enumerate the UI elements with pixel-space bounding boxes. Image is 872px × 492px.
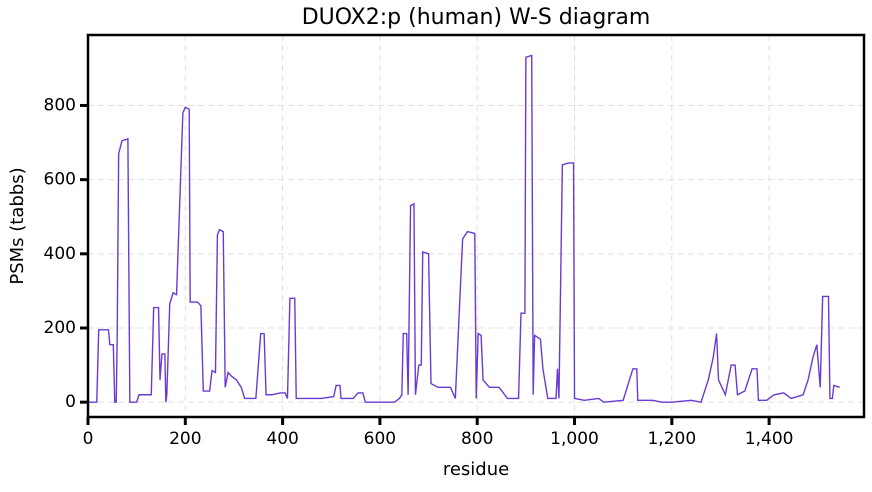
- x-tick-label: 0: [83, 429, 94, 449]
- grid: [87, 35, 864, 417]
- x-tick-label: 400: [266, 429, 298, 449]
- y-tick-label: 200: [44, 318, 76, 338]
- data-line: [88, 54, 840, 403]
- x-tick-label: 1,400: [745, 429, 794, 449]
- x-tick-label: 200: [169, 429, 201, 449]
- x-axis-label: residue: [443, 459, 509, 480]
- x-tick-label: 800: [461, 429, 493, 449]
- plot-area: [88, 54, 840, 403]
- x-tick-label: 1,000: [550, 429, 599, 449]
- y-tick-label: 0: [65, 392, 76, 412]
- x-tick-label: 600: [364, 429, 396, 449]
- y-axis-label: PSMs (tabbs): [7, 167, 28, 284]
- y-tick-label: 400: [44, 244, 76, 264]
- y-tick-label: 800: [44, 95, 76, 115]
- x-tick-label: 1,200: [647, 429, 696, 449]
- y-tick-label: 600: [44, 170, 76, 190]
- chart-title: DUOX2:p (human) W-S diagram: [302, 5, 651, 30]
- axes: 0 200 400 600 800 1,000 1,200 1,400 0 200 400 600 80…: [44, 95, 794, 449]
